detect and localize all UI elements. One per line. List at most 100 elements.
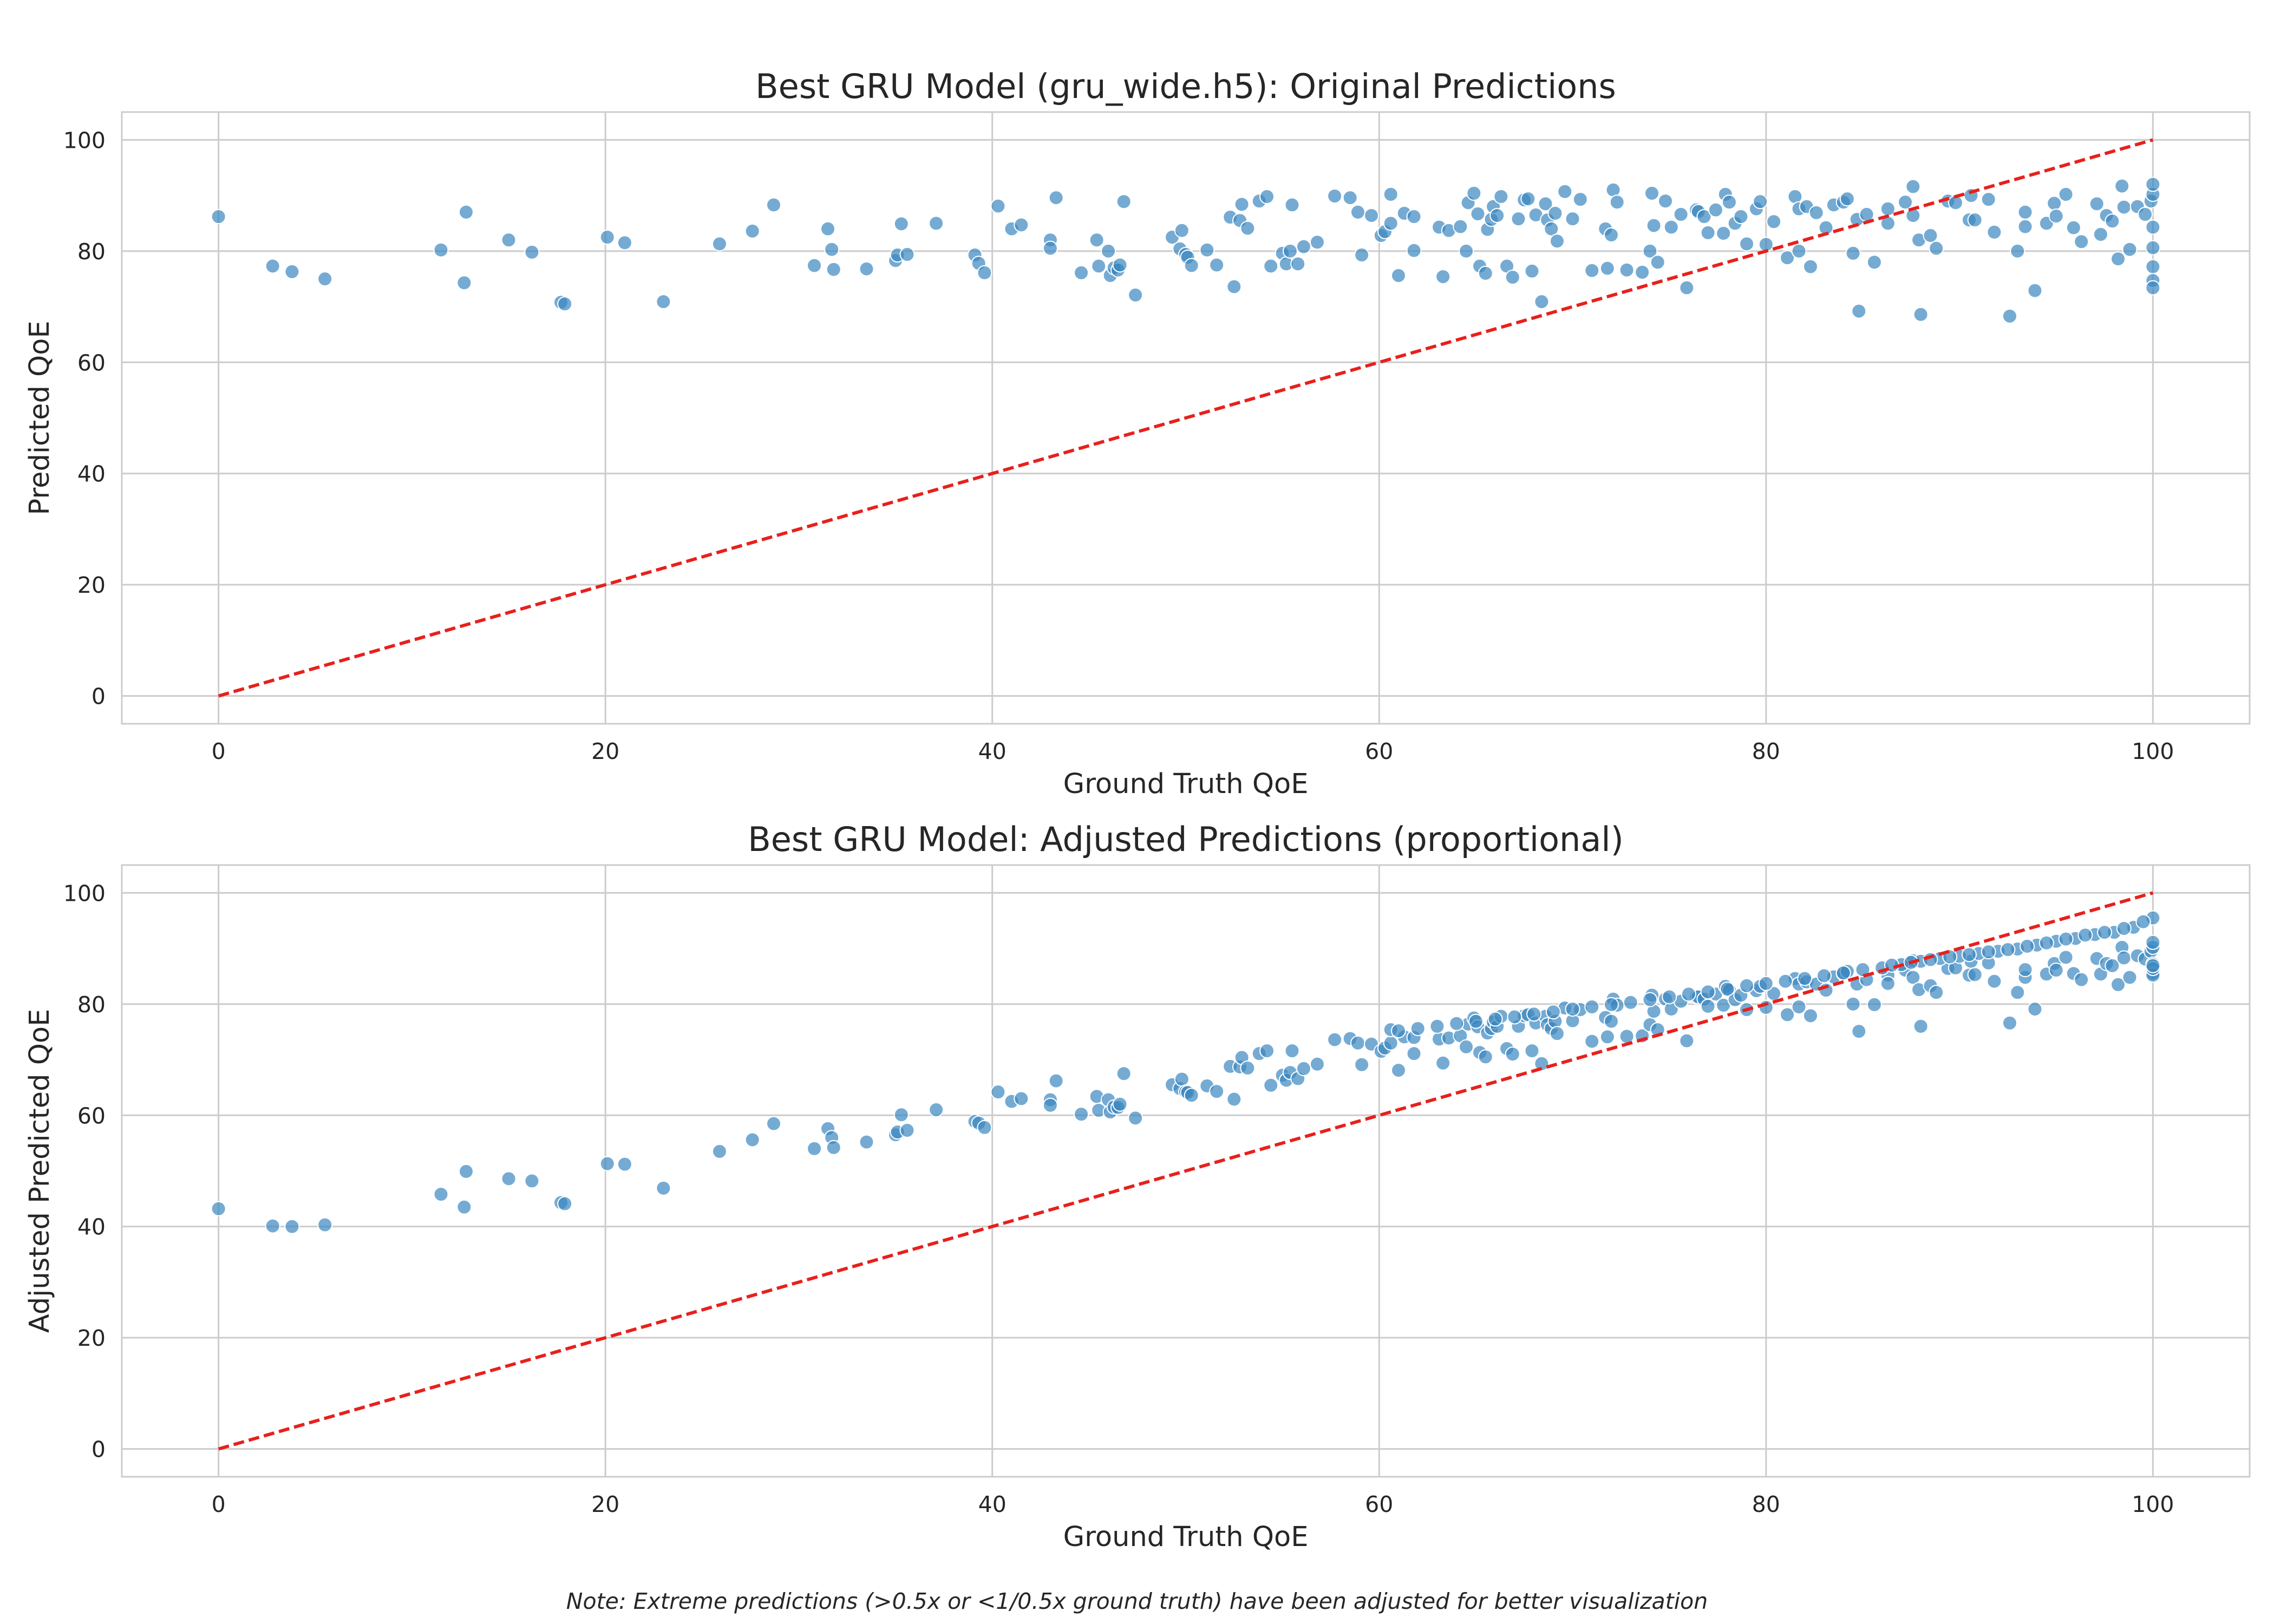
data-point [1604, 997, 1619, 1012]
data-point [1599, 260, 1615, 276]
data-point [1383, 187, 1399, 202]
data-point [1406, 243, 1422, 258]
data-point [2047, 195, 2062, 211]
data-point [2105, 213, 2120, 229]
x-tick-label: 0 [212, 1491, 226, 1517]
data-point [1101, 243, 1116, 259]
data-point [1466, 185, 1482, 201]
data-point [2145, 176, 2161, 192]
data-point [2010, 985, 2025, 1000]
data-point [211, 209, 226, 225]
data-point [826, 1140, 841, 1155]
data-point [2000, 942, 2016, 958]
data-point [1309, 1056, 1325, 1072]
y-tick-label: 20 [77, 572, 106, 598]
data-point [1234, 197, 1250, 212]
data-point [2145, 934, 2161, 950]
data-point [1327, 1032, 1343, 1047]
y-tick-label: 0 [92, 684, 106, 710]
data-point [1435, 1055, 1451, 1071]
data-point [317, 1217, 333, 1233]
data-point [711, 1144, 727, 1160]
data-point [656, 294, 671, 310]
data-point [2114, 178, 2130, 194]
data-point [1720, 981, 1735, 997]
data-point [1184, 1088, 1199, 1103]
data-point [1489, 208, 1505, 224]
data-point [2017, 219, 2033, 234]
data-point [2116, 199, 2132, 215]
data-point [2066, 220, 2081, 235]
data-point [1074, 265, 1089, 280]
data-point [456, 275, 472, 291]
data-point [1913, 306, 1929, 322]
data-point [1544, 221, 1559, 237]
chart-panel-1: 0 20 40 60 80 100 0 20 40 60 80 100 Best GRU Model (… [24, 67, 2251, 800]
chart-title: Best GRU Model: Adjusted Predictions (pr… [748, 820, 1624, 859]
x-tick-label: 0 [212, 738, 226, 764]
data-point [2058, 931, 2074, 947]
data-point [1128, 1110, 1143, 1126]
data-point [1557, 184, 1573, 199]
data-point [1642, 243, 1658, 259]
data-point [1905, 179, 1921, 194]
data-point [1545, 1004, 1561, 1020]
data-point [1505, 270, 1520, 285]
data-point [929, 215, 944, 231]
data-point [1048, 190, 1064, 206]
data-point [1851, 1024, 1867, 1039]
data-point [1880, 975, 1896, 991]
data-point [1547, 205, 1563, 221]
data-point [1981, 192, 1996, 207]
data-point [1758, 237, 1774, 252]
data-point [1112, 257, 1128, 273]
data-point [1635, 264, 1650, 280]
data-point [1240, 1060, 1256, 1076]
data-point [1487, 1011, 1503, 1027]
data-point [1733, 209, 1749, 225]
data-point [557, 296, 573, 312]
data-point [1797, 971, 1813, 986]
data-point [1240, 220, 1256, 236]
data-point [1739, 978, 1755, 993]
data-point [1700, 225, 1716, 240]
data-point [1835, 965, 1851, 981]
data-point [1780, 250, 1795, 266]
data-point [2002, 1015, 2017, 1031]
data-point [2048, 962, 2064, 978]
data-point [1290, 256, 1306, 272]
data-point [2145, 240, 2161, 256]
data-point [1074, 1106, 1089, 1122]
data-point [284, 1219, 300, 1234]
data-point [1263, 258, 1279, 274]
data-point [1565, 1001, 1580, 1017]
data-point [1478, 1049, 1493, 1065]
data-point [1363, 208, 1379, 224]
data-point [1199, 242, 1215, 258]
data-point [456, 1199, 472, 1215]
data-point [1128, 287, 1143, 303]
data-point [1584, 263, 1600, 278]
y-axis-label: Predicted QoE [24, 320, 56, 515]
data-point [1354, 1057, 1370, 1072]
data-point [1604, 227, 1619, 243]
data-point [766, 197, 782, 213]
data-point [859, 1134, 874, 1150]
data-point [1679, 1033, 1695, 1049]
data-point [458, 204, 474, 220]
data-point [2058, 187, 2074, 202]
data-point [1505, 1046, 1520, 1062]
data-point [1429, 1018, 1445, 1034]
data-point [1866, 254, 1882, 270]
data-point [1967, 967, 1983, 983]
scatter-points [211, 176, 2161, 324]
data-point [2145, 280, 2161, 296]
data-point [1383, 1035, 1399, 1051]
data-point [766, 1116, 782, 1131]
data-point [1116, 1066, 1132, 1082]
data-point [2074, 972, 2089, 987]
data-point [820, 221, 836, 237]
data-point [1716, 225, 1731, 241]
y-tick-label: 100 [63, 127, 106, 153]
y-tick-label: 100 [63, 880, 106, 906]
